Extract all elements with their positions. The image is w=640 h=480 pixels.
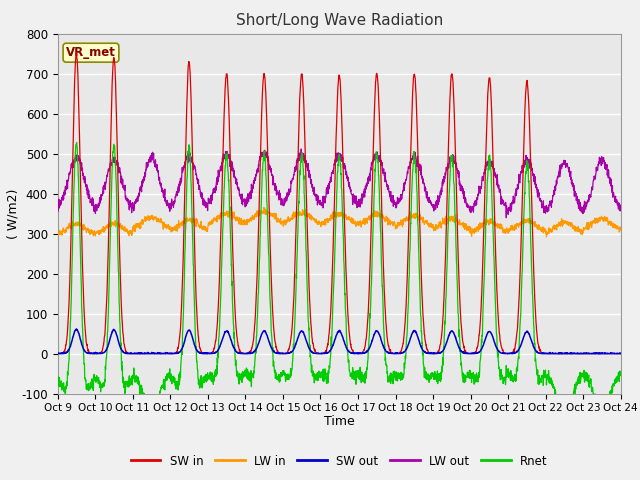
Title: Short/Long Wave Radiation: Short/Long Wave Radiation — [236, 13, 443, 28]
Y-axis label: ( W/m2): ( W/m2) — [7, 189, 20, 239]
Legend: SW in, LW in, SW out, LW out, Rnet: SW in, LW in, SW out, LW out, Rnet — [126, 450, 552, 472]
Text: VR_met: VR_met — [66, 46, 116, 59]
X-axis label: Time: Time — [324, 415, 355, 428]
